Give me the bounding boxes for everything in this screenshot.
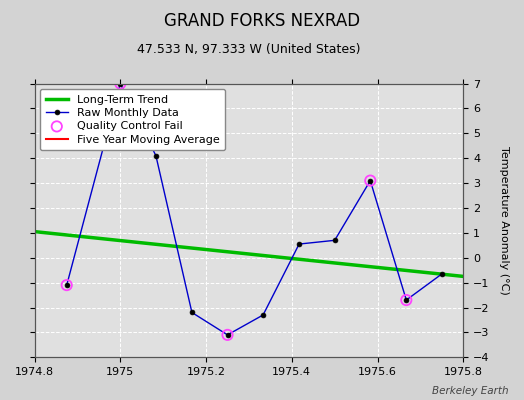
Raw Monthly Data — [224, 332, 231, 337]
Raw Monthly Data — [439, 272, 445, 276]
Raw Monthly Data — [117, 81, 124, 86]
Quality Control Fail — [62, 282, 71, 288]
Raw Monthly Data — [367, 178, 374, 183]
Raw Monthly Data — [189, 310, 195, 315]
Raw Monthly Data — [260, 312, 266, 317]
Raw Monthly Data — [153, 153, 159, 158]
Text: GRAND FORKS NEXRAD: GRAND FORKS NEXRAD — [164, 12, 360, 30]
Quality Control Fail — [402, 297, 410, 303]
Raw Monthly Data — [403, 298, 409, 302]
Quality Control Fail — [116, 80, 125, 87]
Quality Control Fail — [366, 178, 375, 184]
Raw Monthly Data — [63, 283, 70, 288]
Legend: Long-Term Trend, Raw Monthly Data, Quality Control Fail, Five Year Moving Averag: Long-Term Trend, Raw Monthly Data, Quali… — [40, 89, 225, 150]
Raw Monthly Data — [332, 238, 338, 243]
Text: Berkeley Earth: Berkeley Earth — [432, 386, 508, 396]
Y-axis label: Temperature Anomaly (°C): Temperature Anomaly (°C) — [499, 146, 509, 295]
Raw Monthly Data — [296, 242, 302, 246]
Quality Control Fail — [223, 332, 232, 338]
Line: Raw Monthly Data: Raw Monthly Data — [64, 81, 444, 337]
Title: 47.533 N, 97.333 W (United States): 47.533 N, 97.333 W (United States) — [137, 43, 361, 56]
